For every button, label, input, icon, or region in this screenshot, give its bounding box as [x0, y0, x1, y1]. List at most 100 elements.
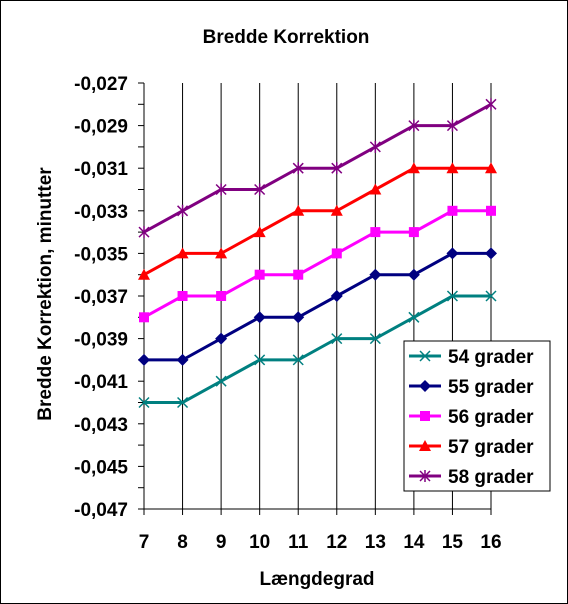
data-point — [330, 204, 343, 216]
legend-item: 58 grader — [409, 467, 534, 488]
legend-label: 55 grader — [448, 377, 534, 398]
data-point — [370, 227, 381, 238]
data-point — [331, 248, 342, 259]
data-point — [177, 291, 188, 301]
data-point — [293, 269, 304, 280]
data-point — [408, 119, 420, 132]
series-2 — [139, 205, 496, 323]
data-point — [215, 332, 228, 345]
y-tick-label: -0,041 — [74, 372, 128, 393]
legend-marker — [419, 380, 431, 392]
data-point — [331, 162, 343, 175]
data-point — [486, 205, 496, 216]
data-point — [215, 183, 227, 196]
series-3 — [138, 162, 497, 280]
data-point — [254, 354, 266, 366]
data-point — [138, 353, 150, 366]
legend: 54 grader 55 grader 56 grader 57 grader 58 g… — [403, 340, 551, 492]
series-line — [143, 102, 492, 234]
x-tick-label: 7 — [139, 532, 150, 553]
y-tick-label: -0,039 — [74, 330, 128, 351]
series-line — [144, 251, 491, 362]
series-layer — [138, 98, 497, 409]
data-point — [485, 98, 497, 111]
data-point — [330, 290, 343, 302]
tick-labels: -0,027 -0,029 -0,031 -0,033 -0,035 -0,037 -0,0… — [74, 74, 501, 553]
x-tick-label: 15 — [442, 532, 464, 553]
data-point — [485, 247, 497, 260]
legend-label: 57 grader — [448, 437, 534, 458]
legend-item: 56 grader — [409, 407, 534, 428]
data-point — [254, 269, 265, 280]
data-point — [215, 375, 227, 387]
data-point — [369, 183, 382, 195]
x-tick-label: 9 — [216, 532, 227, 553]
data-point — [485, 290, 497, 302]
data-point — [408, 311, 420, 323]
data-point — [138, 226, 150, 239]
data-point — [407, 162, 420, 174]
data-point — [485, 162, 497, 174]
y-axis-title: Bredde Korrektion, minutter — [35, 167, 56, 421]
x-tick-label: 10 — [249, 532, 270, 553]
data-point — [446, 290, 458, 302]
x-tick-label: 11 — [288, 532, 309, 553]
data-point — [138, 396, 150, 409]
legend-item: 55 grader — [409, 377, 534, 398]
data-point — [369, 333, 381, 345]
data-point — [446, 162, 459, 174]
data-point — [253, 226, 266, 238]
y-tick-label: -0,029 — [74, 117, 128, 138]
x-tick-label: 16 — [480, 532, 501, 553]
data-point — [292, 354, 304, 366]
y-tick-label: -0,037 — [74, 287, 128, 308]
data-point — [177, 204, 189, 217]
y-tick-label: -0,045 — [74, 457, 128, 478]
data-point — [331, 333, 343, 345]
data-point — [254, 183, 266, 196]
y-tick-label: -0,035 — [74, 244, 128, 265]
x-tick-label: 13 — [365, 532, 386, 553]
data-point — [216, 291, 227, 301]
legend-label: 54 grader — [448, 347, 534, 368]
data-point — [292, 204, 305, 216]
legend-label: 58 grader — [448, 467, 534, 488]
data-point — [176, 247, 189, 259]
legend-marker — [419, 440, 431, 451]
data-point — [292, 162, 304, 175]
data-point — [139, 312, 149, 323]
series-line — [144, 294, 491, 404]
chart-title: Bredde Korrektion — [203, 27, 370, 48]
legend-label: 56 grader — [448, 407, 534, 428]
x-tick-label: 12 — [326, 532, 347, 553]
data-point — [407, 268, 420, 281]
y-tick-label: -0,027 — [74, 74, 128, 95]
series-line — [143, 209, 491, 319]
series-line — [143, 166, 491, 277]
data-point — [176, 353, 189, 366]
data-point — [177, 396, 189, 409]
y-tick-label: -0,033 — [74, 202, 128, 223]
data-point — [408, 227, 419, 238]
x-tick-label: 8 — [177, 532, 188, 553]
y-tick-label: -0,031 — [74, 159, 128, 180]
legend-marker — [419, 470, 431, 482]
data-point — [446, 119, 458, 132]
y-tick-label: -0,047 — [74, 500, 128, 521]
legend-item: 54 grader — [409, 347, 534, 368]
data-point — [369, 140, 381, 153]
data-point — [447, 205, 458, 216]
data-point — [292, 311, 305, 324]
legend-marker — [420, 411, 430, 421]
data-point — [253, 311, 266, 324]
x-axis-title: Længdegrad — [259, 569, 374, 590]
series-0 — [138, 290, 497, 409]
legend-item: 57 grader — [409, 437, 534, 458]
x-tick-label: 14 — [403, 532, 425, 553]
y-tick-label: -0,043 — [74, 415, 128, 436]
data-point — [369, 268, 382, 281]
series-4 — [138, 98, 497, 239]
data-point — [446, 247, 459, 260]
